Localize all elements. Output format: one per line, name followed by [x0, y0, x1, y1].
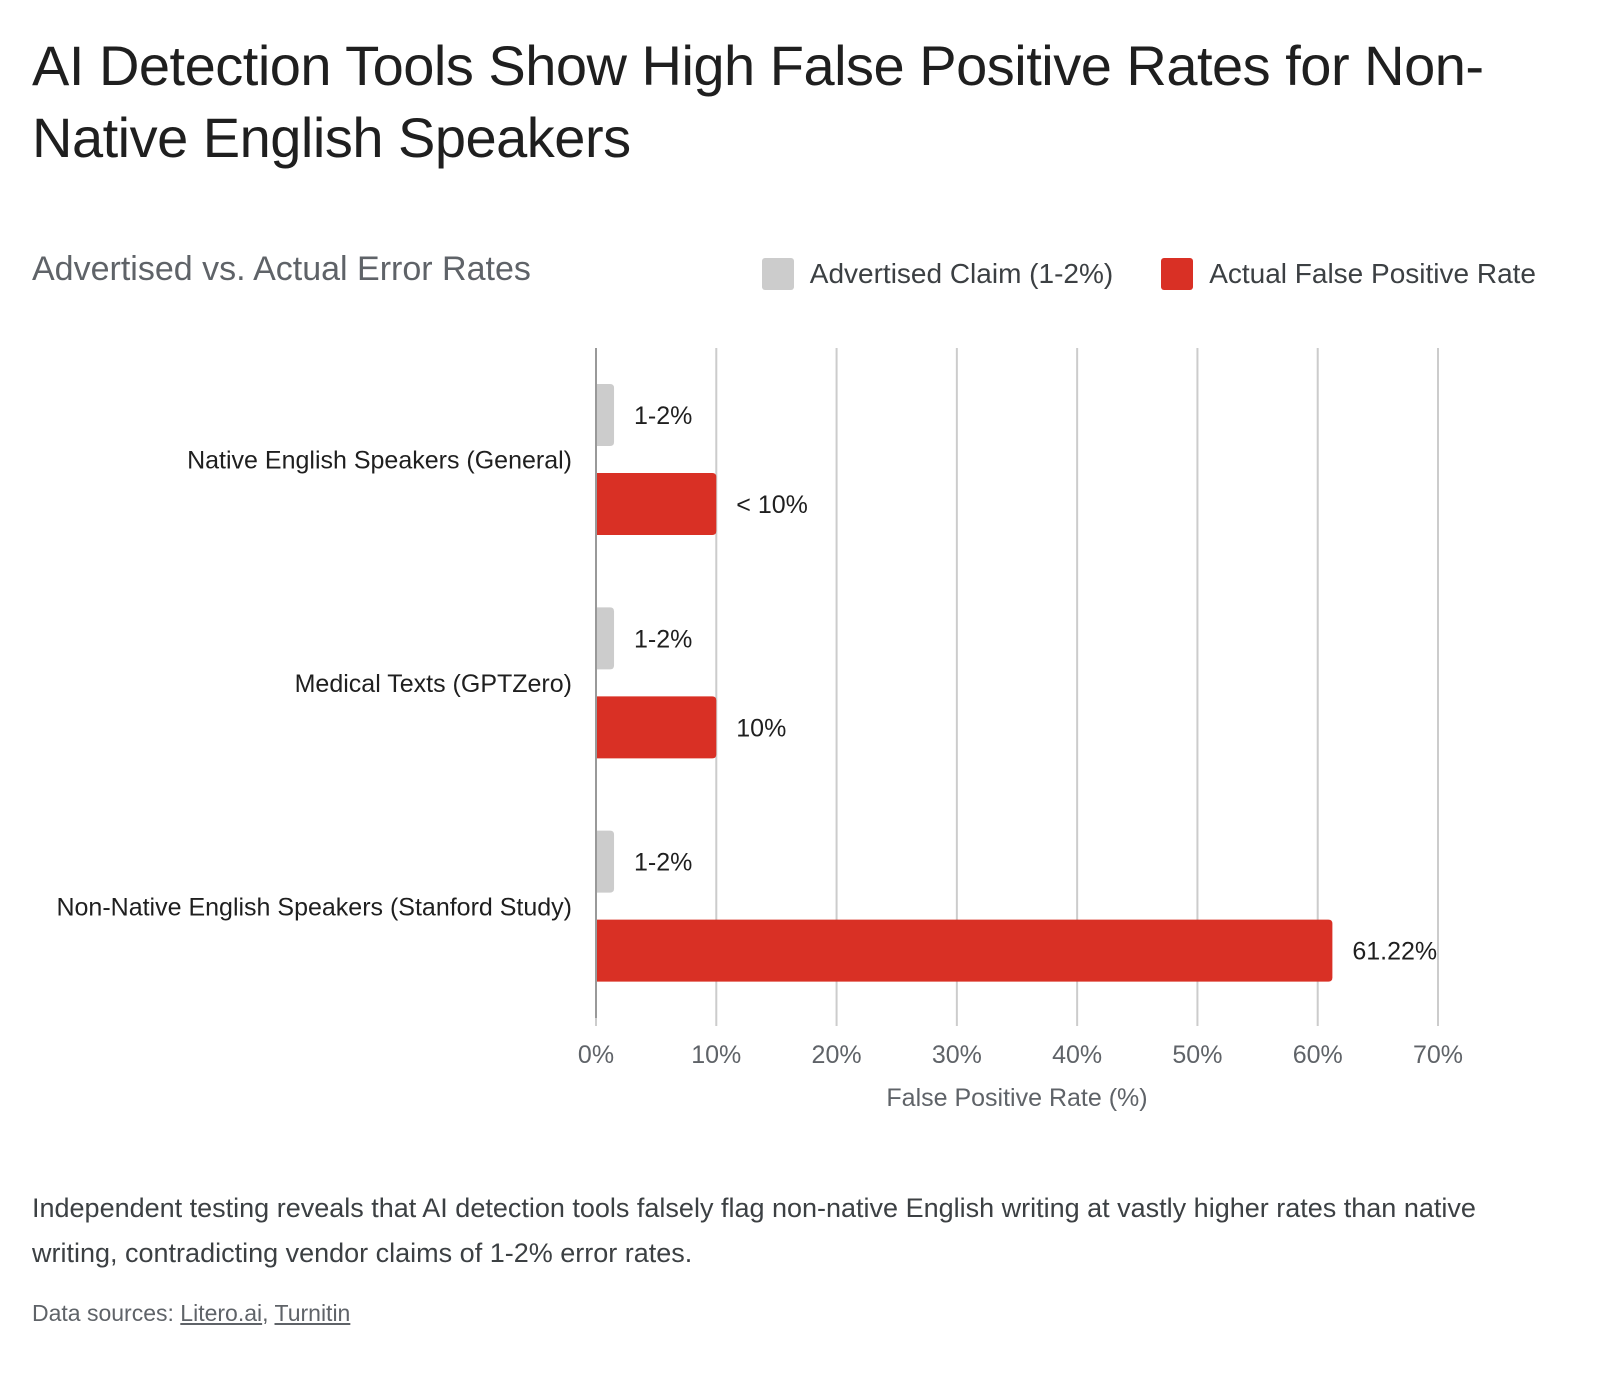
x-tick-label: 10% [691, 1041, 741, 1069]
category-label: Medical Texts (GPTZero) [295, 670, 572, 698]
x-tick-label: 0% [578, 1041, 614, 1069]
bar-advertised [596, 830, 615, 893]
source-link-litero[interactable]: Litero.ai [180, 1300, 263, 1326]
x-tick-label: 60% [1293, 1041, 1343, 1069]
x-tick-label: 20% [812, 1041, 862, 1069]
bar-actual [596, 473, 717, 535]
bar-chart: Native English Speakers (General) 1-2% < 1… [56, 348, 1463, 1112]
bar-actual [596, 696, 717, 759]
bar-value-label: 1-2% [634, 402, 692, 430]
legend-item-advertised: Advertised Claim (1-2%) [761, 258, 1114, 290]
chart-description: Independent testing reveals that AI dete… [32, 1193, 1476, 1268]
legend-swatch-advertised [761, 258, 794, 290]
sources-prefix: Data sources: [32, 1300, 181, 1326]
legend-label-actual: Actual False Positive Rate [1209, 258, 1536, 289]
source-link-turnitin[interactable]: Turnitin [274, 1300, 351, 1326]
x-tick-label: 40% [1052, 1041, 1102, 1069]
legend-item-actual: Actual False Positive Rate [1161, 258, 1536, 290]
category-label: Native English Speakers (General) [187, 447, 572, 475]
x-axis-title: False Positive Rate (%) [886, 1084, 1147, 1112]
legend-label-advertised: Advertised Claim (1-2%) [809, 258, 1114, 289]
data-sources: Data sources: Litero.ai, Turnitin [32, 1300, 351, 1326]
bar-value-label: < 10% [736, 491, 808, 519]
legend-swatch-actual [1161, 258, 1194, 290]
x-tick-label: 30% [932, 1041, 982, 1069]
bar-value-label: 1-2% [634, 849, 692, 877]
bar-value-label: 1-2% [634, 625, 692, 653]
bar-advertised [596, 384, 615, 446]
x-tick-label: 50% [1172, 1041, 1222, 1069]
bar-value-label: 10% [736, 714, 786, 742]
bar-value-label: 61.22% [1352, 938, 1437, 966]
bar-advertised [596, 607, 615, 670]
x-tick-label: 70% [1413, 1041, 1463, 1069]
chart-legend: Advertised Claim (1-2%) Actual False Pos… [714, 258, 1536, 290]
bar-actual [596, 919, 1333, 982]
page-title: AI Detection Tools Show High False Posit… [32, 34, 1484, 169]
category-label: Non-Native English Speakers (Stanford St… [56, 893, 572, 921]
chart-subtitle: Advertised vs. Actual Error Rates [32, 250, 531, 288]
